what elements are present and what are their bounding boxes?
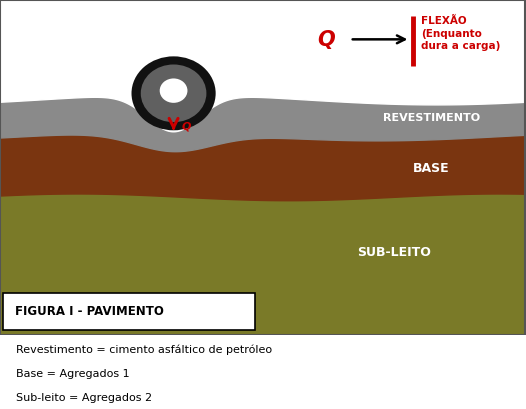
- Polygon shape: [0, 136, 526, 201]
- Text: Q: Q: [317, 30, 335, 50]
- Polygon shape: [0, 195, 526, 335]
- Text: BASE: BASE: [413, 161, 450, 174]
- Text: Revestimento = cimento asfáltico de petróleo: Revestimento = cimento asfáltico de petr…: [16, 344, 272, 354]
- Polygon shape: [0, 0, 526, 133]
- Text: Base = Agregados 1: Base = Agregados 1: [16, 368, 129, 378]
- Ellipse shape: [132, 57, 216, 131]
- Text: REVESTIMENTO: REVESTIMENTO: [383, 112, 480, 122]
- Text: Sub-leito = Agregados 2: Sub-leito = Agregados 2: [16, 392, 152, 402]
- Text: FLEXÃO
(Enquanto
dura a carga): FLEXÃO (Enquanto dura a carga): [421, 16, 500, 52]
- FancyBboxPatch shape: [3, 294, 255, 330]
- Text: SUB-LEITO: SUB-LEITO: [358, 245, 431, 258]
- Text: FIGURA I - PAVIMENTO: FIGURA I - PAVIMENTO: [15, 305, 164, 318]
- Ellipse shape: [160, 79, 187, 103]
- Ellipse shape: [141, 65, 206, 123]
- Text: Q: Q: [181, 121, 191, 131]
- Polygon shape: [0, 98, 526, 152]
